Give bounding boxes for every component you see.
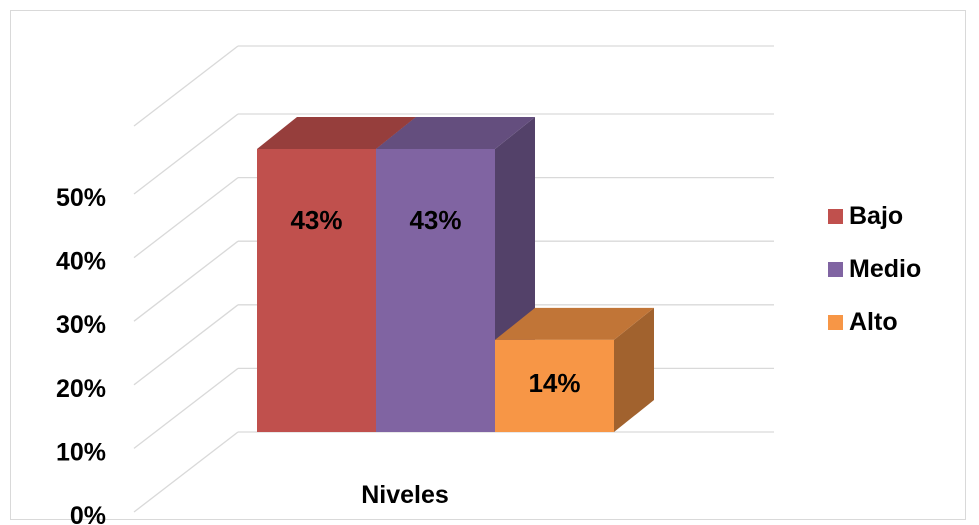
gridline-side-4	[133, 177, 239, 259]
y-tick-label-3: 30%	[56, 311, 106, 339]
legend-swatch-bajo	[828, 208, 843, 224]
labels: 0% 10% 20% 30% 40% 50% 43% 43% 14%	[56, 184, 581, 525]
bar-top-medio	[376, 117, 535, 149]
legend-label-alto: Alto	[849, 308, 898, 336]
legend-swatch-alto	[828, 314, 843, 330]
bar-alto	[495, 339, 614, 432]
y-tick-label-4: 40%	[56, 248, 106, 276]
legend-label-bajo: Bajo	[849, 202, 904, 230]
gridline-side-2	[133, 304, 239, 386]
y-tick-label-2: 20%	[56, 375, 106, 403]
bar-bajo	[257, 149, 376, 432]
bar-top-alto	[495, 307, 654, 340]
legend-swatch-medio	[828, 261, 843, 277]
chart-legend: Bajo Medio Alto	[828, 203, 958, 362]
y-tick-label-0: 0%	[70, 502, 106, 525]
legend-item-alto: Alto	[828, 309, 958, 335]
gridline-side-1	[133, 367, 239, 449]
data-label-medio: 43%	[409, 205, 461, 235]
data-label-bajo: 43%	[290, 205, 342, 235]
gridline-side-0	[133, 431, 239, 513]
gridline-side-3	[133, 240, 239, 322]
x-axis-label: Niveles	[361, 481, 449, 509]
legend-label-medio: Medio	[849, 255, 922, 283]
gridline-side-5	[133, 113, 239, 195]
bars	[257, 117, 654, 432]
bar-medio	[376, 149, 495, 432]
y-tick-label-5: 50%	[56, 184, 106, 212]
legend-item-bajo: Bajo	[828, 203, 958, 229]
bar-top-bajo	[257, 117, 416, 149]
legend-item-medio: Medio	[828, 256, 958, 282]
data-label-alto: 14%	[528, 368, 580, 398]
gridline-side-top	[133, 45, 239, 127]
bar-side-alto	[614, 307, 654, 432]
y-tick-label-1: 10%	[56, 438, 106, 466]
